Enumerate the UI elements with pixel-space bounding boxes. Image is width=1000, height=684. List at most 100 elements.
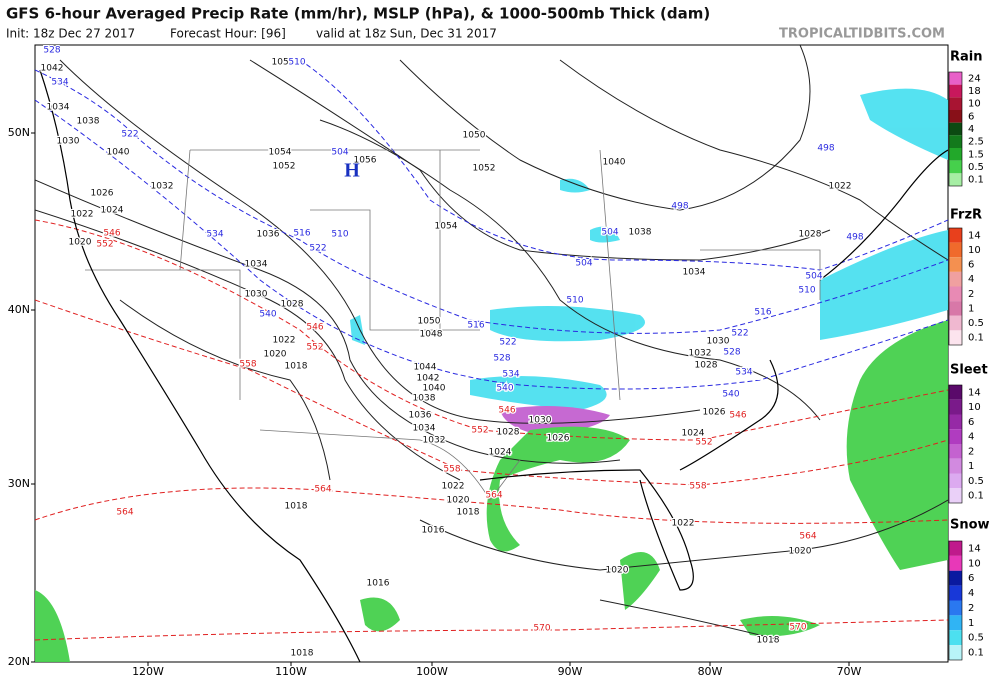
valid-time: valid at 18z Sun, Dec 31 2017 <box>316 27 497 41</box>
mslp-label: 1024 <box>101 206 124 216</box>
mslp-label: 1024 <box>489 448 512 458</box>
legend-swatch <box>949 122 962 136</box>
mslp-label: 1054 <box>435 222 458 232</box>
mslp-label: 1028 <box>281 300 304 310</box>
legend-label: 4 <box>968 124 974 135</box>
mslp-label: 1018 <box>457 508 480 518</box>
forecast-hour: Forecast Hour: [96] <box>170 27 286 41</box>
legend-label: 24 <box>968 73 981 84</box>
legend-label: 1.5 <box>968 149 984 160</box>
mslp-label: 1044 <box>414 363 437 373</box>
thickness-label: 564 <box>116 508 133 518</box>
mslp-label: 1056 <box>354 156 377 166</box>
thickness-label: 522 <box>309 244 326 254</box>
legend-label: 0.5 <box>968 318 984 329</box>
mslp-label: 1040 <box>603 158 626 168</box>
legend-swatch <box>949 228 962 243</box>
legend-frame <box>948 71 963 187</box>
mslp-label: 1022 <box>442 482 465 492</box>
lat-label: 50N <box>8 126 30 139</box>
mslp-label: 1022 <box>71 210 94 220</box>
legend-swatch <box>949 72 962 85</box>
thickness-label: 528 <box>43 46 60 56</box>
mslp-label: 1020 <box>606 566 629 576</box>
lat-label: 20N <box>8 655 30 668</box>
mslp-label: 1022 <box>273 336 296 346</box>
legend-label: 0.1 <box>968 491 984 502</box>
legend-label: 6 <box>968 417 974 428</box>
thickness-label: 546 <box>729 411 746 421</box>
mslp-label: 1020 <box>264 350 287 360</box>
thickness-label: 498 <box>671 202 688 212</box>
thickness-label: 504 <box>331 148 348 158</box>
legend-swatch <box>949 555 962 571</box>
legend-label: 4 <box>968 274 974 285</box>
legend-title: Snow <box>950 518 990 533</box>
legend-label: 4 <box>968 432 974 443</box>
mslp-label: 1050 <box>463 131 486 141</box>
mslp-label: 1030 <box>245 290 268 300</box>
legend-title: FrzR <box>950 208 982 223</box>
lon-label: 70W <box>837 665 862 678</box>
mslp-label: 1052 <box>473 164 496 174</box>
mslp-label: 1016 <box>422 526 445 536</box>
mslp-label: 1032 <box>689 349 712 359</box>
thickness-label: 564 <box>799 532 816 542</box>
legend-swatch <box>949 570 962 586</box>
precip <box>35 88 948 662</box>
thickness-label: 534 <box>51 78 68 88</box>
legend-swatch <box>949 488 962 503</box>
legend-swatch <box>949 135 962 148</box>
site-credit: TROPICALTIDBITS.COM <box>779 27 945 42</box>
legend-swatch <box>949 585 962 601</box>
legend-swatch <box>949 315 962 331</box>
thickness-label: 498 <box>817 144 834 154</box>
map-layers: 1050105410521056105010521040103810341028… <box>35 45 948 662</box>
mslp-label: 1050 <box>418 317 441 327</box>
rain-area <box>35 590 70 662</box>
legend-label: 0.5 <box>968 476 984 487</box>
legend-label: 10 <box>968 245 981 256</box>
legend-label: 0.5 <box>968 162 984 173</box>
thickness-label: 510 <box>566 296 583 306</box>
thickness-label: 504 <box>575 259 592 269</box>
lon-label: 120W <box>132 665 164 678</box>
mslp-label: 1030 <box>529 416 552 426</box>
mslp-label: 1042 <box>41 64 64 74</box>
mslp-label: 1034 <box>683 268 706 278</box>
mslp-label: 1028 <box>695 361 718 371</box>
legend-swatch <box>949 330 962 345</box>
thickness-label: 522 <box>731 329 748 339</box>
thickness-warm <box>35 219 948 641</box>
mslp-label: 1032 <box>151 182 174 192</box>
lon-label: 80W <box>698 665 723 678</box>
legend-title: Sleet <box>950 363 988 378</box>
legend-label: 14 <box>968 387 981 398</box>
thickness-label: 504 <box>601 228 618 238</box>
thickness-label: 510 <box>331 230 348 240</box>
thickness-label: 540 <box>496 384 513 394</box>
legend-label: 18 <box>968 86 981 97</box>
init-time: Init: 18z Dec 27 2017 <box>6 27 135 41</box>
rain-area <box>360 552 820 637</box>
legend-label: 0.1 <box>968 175 984 186</box>
boundaries <box>85 149 821 501</box>
mslp-label: 1026 <box>547 434 570 444</box>
mslp-label: 1016 <box>367 579 390 589</box>
thickness-label: 570 <box>533 624 550 634</box>
legend-swatch <box>949 600 962 616</box>
mslp-label: 1048 <box>420 330 443 340</box>
legend-frame <box>948 540 963 661</box>
legend-swatch <box>949 257 962 272</box>
mslp-label: 1022 <box>672 519 695 529</box>
mslp-label: 1034 <box>245 260 268 270</box>
legend-label: 2 <box>968 446 974 457</box>
mslp-label: 1018 <box>757 636 780 646</box>
snow-area <box>860 88 948 160</box>
legend-label: 2 <box>968 289 974 300</box>
mslp-label: 1052 <box>273 162 296 172</box>
mslp-label: 1018 <box>291 649 314 659</box>
legend-swatch <box>949 615 962 631</box>
legend-label: 14 <box>968 230 981 241</box>
snow-area <box>560 178 620 243</box>
